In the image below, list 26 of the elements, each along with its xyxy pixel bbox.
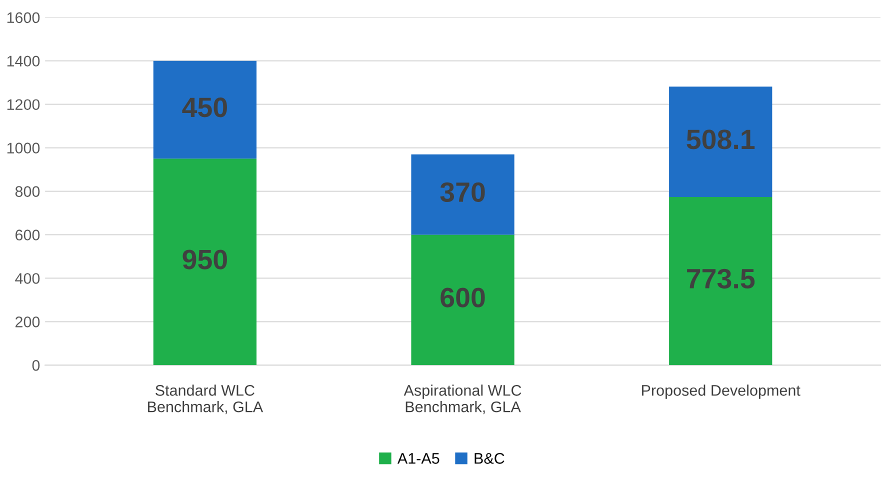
x-tick-label: Standard WLC Benchmark, GLA (148, 384, 264, 414)
data-label: 370 (440, 182, 485, 202)
bar (669, 197, 772, 366)
y-tick-label: 1400 (7, 56, 40, 67)
data-label: 600 (440, 288, 485, 308)
bar (411, 154, 514, 235)
y-tick-label: 400 (15, 273, 40, 284)
y-tick-label: 600 (16, 230, 40, 240)
x-tick-label: Proposed Development (642, 384, 800, 399)
y-tick-label: 1200 (7, 99, 40, 110)
data-label: 773.5 (687, 268, 755, 289)
data-label: 450 (182, 98, 227, 118)
bar (669, 86, 772, 198)
bar (153, 158, 257, 366)
y-tick-label: 200 (16, 316, 40, 328)
y-tick-label: 1600 (7, 12, 40, 24)
y-tick-label: 1000 (7, 142, 40, 154)
bar (411, 234, 514, 366)
y-tick-label: 0 (32, 360, 40, 371)
legend-label: B&C (474, 452, 504, 464)
legend-label: A1-A5 (397, 453, 440, 464)
data-label: 508.1 (686, 130, 755, 150)
x-tick-label: Aspirational WLC Benchmark, GLA (404, 384, 522, 414)
bar (153, 60, 257, 159)
data-label: 950 (182, 250, 227, 270)
y-tick-label: 800 (15, 186, 40, 197)
